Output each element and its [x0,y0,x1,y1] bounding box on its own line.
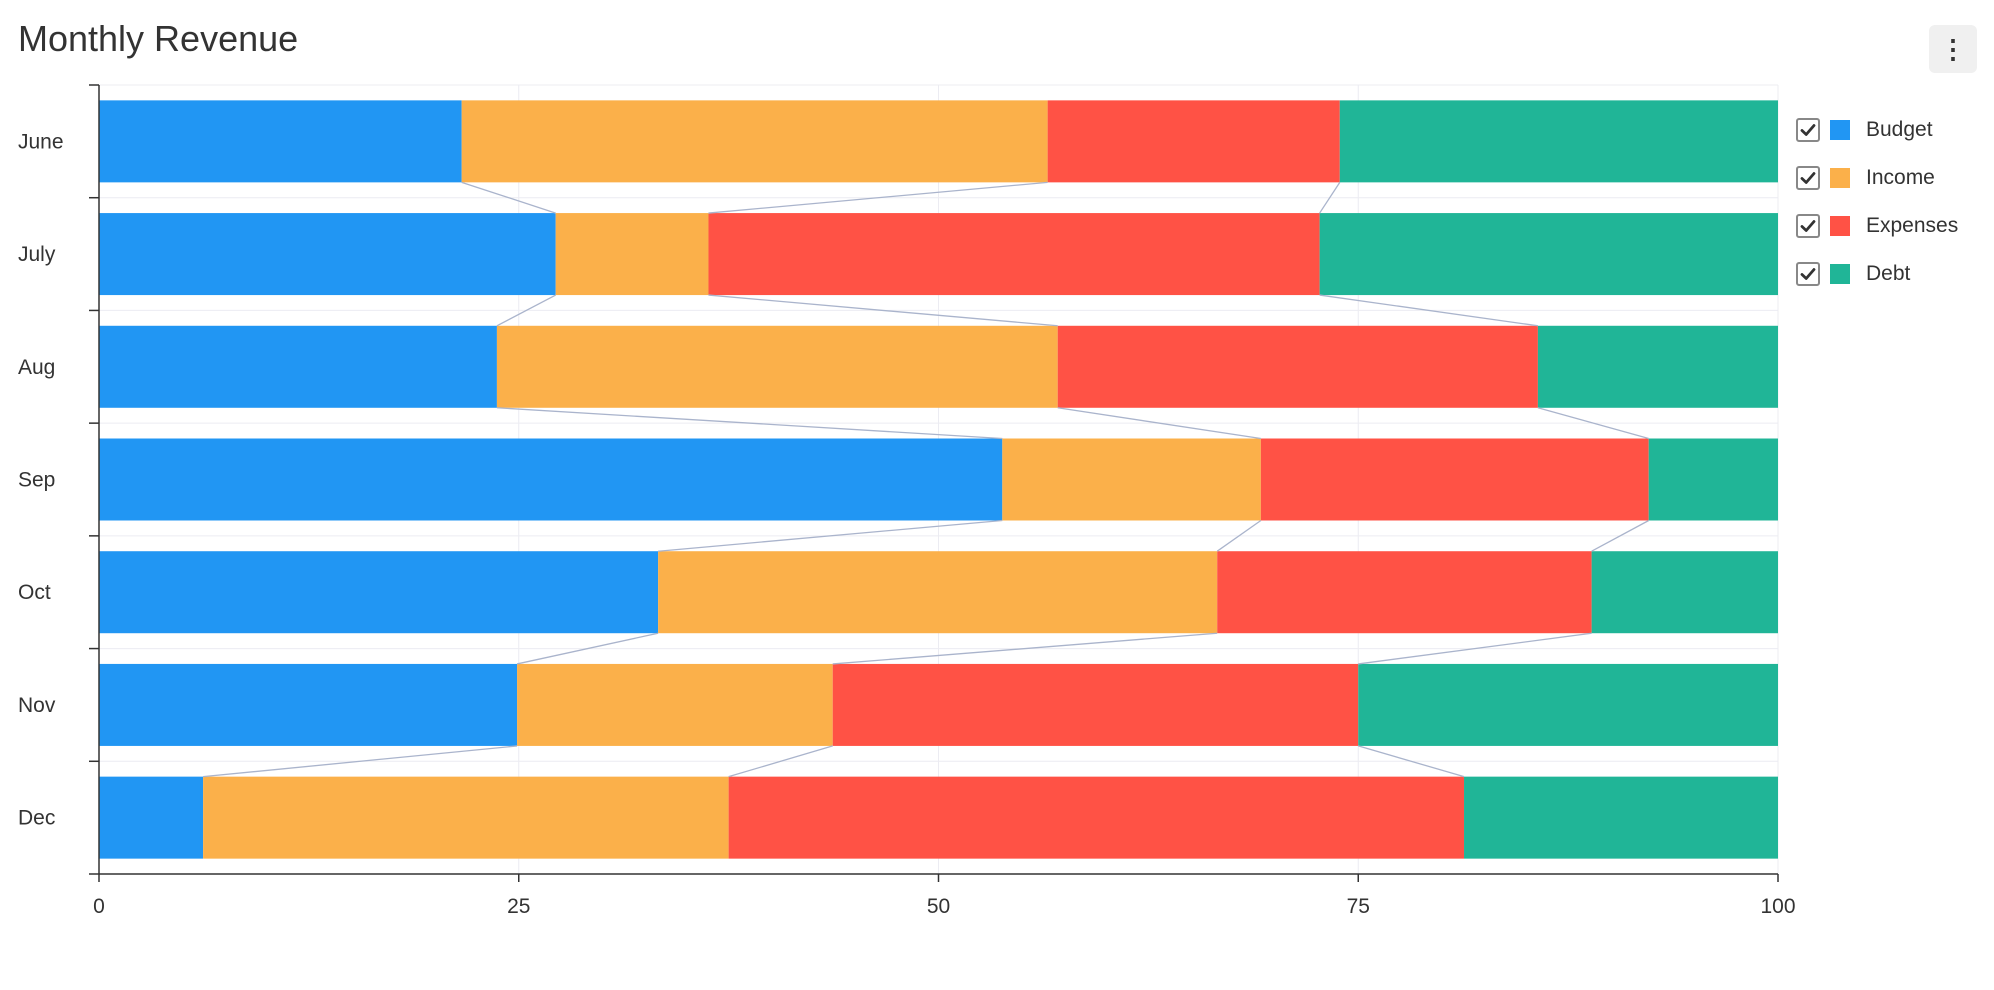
checkbox-icon[interactable] [1796,262,1820,286]
y-tick-label: Nov [18,694,56,717]
bar-debt-sep [1648,438,1778,521]
y-tick-label: July [18,243,56,266]
bar-debt-oct [1591,551,1778,634]
legend-label: Income [1866,166,1935,189]
bar-debt-july [1319,213,1778,296]
checkbox-icon[interactable] [1796,166,1820,190]
bar-expenses-july [708,213,1320,296]
connector-line [1319,182,1341,214]
bar-budget-sep [99,438,1003,521]
bar-budget-dec [99,776,204,859]
connector-line [1057,407,1261,440]
legend-swatch [1830,216,1850,236]
connector-line [496,407,1003,440]
bar-debt-aug [1537,325,1778,408]
bar-expenses-nov [832,663,1359,746]
legend-item-debt[interactable]: Debt [1796,250,1958,298]
connector-line [1591,519,1650,552]
bar-debt-dec [1464,776,1778,859]
bar-budget-july [99,213,556,296]
bar-expenses-sep [1260,438,1649,521]
bar-expenses-oct [1217,551,1592,634]
bar-expenses-dec [728,776,1465,859]
bar-debt-june [1339,100,1778,183]
connector-line [496,294,556,327]
y-tick-label: June [18,130,64,153]
x-tick-label: 50 [927,895,950,918]
bar-income-oct [658,551,1218,634]
connector-line [203,745,518,778]
bar-budget-nov [99,663,518,746]
y-tick-label: Oct [18,581,51,604]
x-tick-label: 75 [1347,895,1370,918]
bar-income-july [555,213,709,296]
legend-item-income[interactable]: Income [1796,154,1958,202]
bar-income-june [461,100,1048,183]
y-tick-label: Aug [18,356,55,379]
chart-menu-button[interactable]: ⋮ [1929,25,1977,73]
bar-income-sep [1002,438,1261,521]
connector-line [1358,632,1592,665]
legend-swatch [1830,168,1850,188]
legend-label: Debt [1866,262,1911,285]
bar-expenses-june [1047,100,1340,183]
connector-line [832,632,1218,665]
bar-debt-nov [1358,663,1778,746]
legend-swatch [1830,120,1850,140]
chart-title: Monthly Revenue [18,18,299,59]
x-tick-label: 0 [93,895,105,918]
y-tick-label: Dec [18,807,55,830]
connector-line [516,632,659,665]
connector-line [708,294,1058,327]
checkbox-icon[interactable] [1796,214,1820,238]
bar-income-nov [517,663,833,746]
y-tick-label: Sep [18,469,55,492]
connector-line [708,181,1048,214]
connector-line [658,519,1003,552]
bar-expenses-aug [1057,325,1538,408]
connector-line [1216,519,1262,552]
checkbox-icon[interactable] [1796,118,1820,142]
legend-label: Budget [1866,118,1933,141]
bar-budget-aug [99,325,497,408]
bar-budget-june [99,100,462,183]
connector-line [1537,407,1649,440]
more-vertical-icon: ⋮ [1940,34,1966,64]
connector-line [1358,745,1465,778]
connector-line [1319,294,1538,327]
legend-label: Expenses [1866,214,1959,237]
x-tick-label: 25 [507,895,530,918]
connector-line [461,181,556,214]
legend-item-expenses[interactable]: Expenses [1796,202,1958,250]
bar-budget-oct [99,551,659,634]
bar-income-aug [496,325,1058,408]
legend-item-budget[interactable]: Budget [1796,106,1958,154]
bar-income-dec [203,776,729,859]
legend-swatch [1830,264,1850,284]
connector-line [728,745,833,778]
x-tick-label: 100 [1760,895,1795,918]
legend: Budget Income Expenses Debt [1796,106,1958,298]
